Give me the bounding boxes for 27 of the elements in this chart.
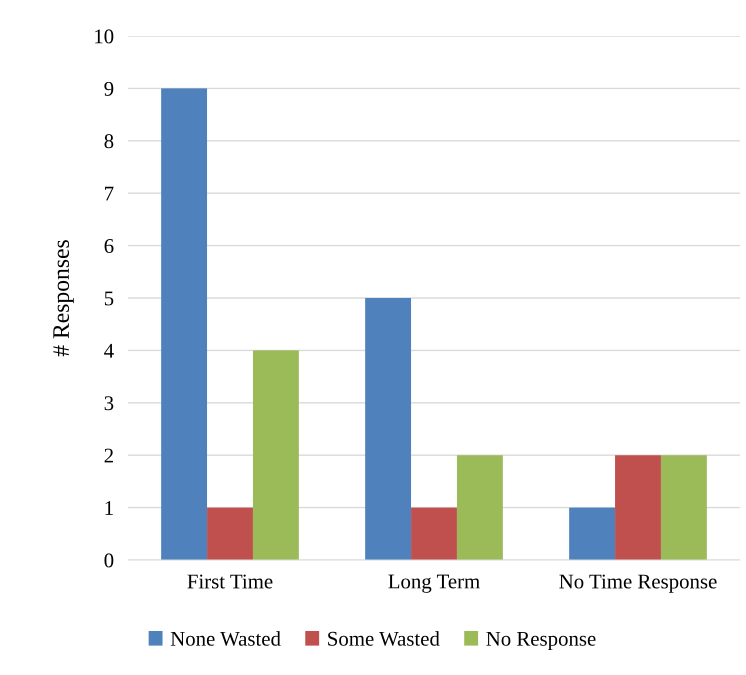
x-tick-label: Long Term bbox=[388, 574, 480, 593]
y-tick-label: 5 bbox=[104, 292, 114, 306]
y-tick-label: 4 bbox=[104, 344, 114, 358]
legend-label: None Wasted bbox=[170, 631, 281, 646]
y-tick-label: 1 bbox=[106, 501, 113, 515]
legend-label: Some Wasted bbox=[328, 631, 440, 646]
bar bbox=[569, 508, 616, 560]
y-tick-label: 10 bbox=[95, 29, 114, 44]
bar bbox=[411, 508, 457, 560]
bar bbox=[456, 455, 503, 560]
bar bbox=[161, 88, 208, 560]
bar bbox=[365, 298, 412, 560]
x-tick-label: First Time bbox=[187, 574, 272, 589]
bar bbox=[660, 455, 707, 560]
bar bbox=[207, 508, 253, 560]
y-tick-label: 0 bbox=[104, 553, 114, 568]
x-tick-label: No Time Response bbox=[559, 574, 717, 593]
y-tick-label: 6 bbox=[104, 239, 114, 254]
legend-label: No Response bbox=[486, 632, 596, 650]
y-tick-label: 8 bbox=[104, 134, 114, 148]
bar bbox=[615, 455, 661, 560]
y-tick-label: 9 bbox=[104, 82, 114, 96]
y-tick-label: 7 bbox=[105, 186, 114, 200]
y-axis-title: # Responses bbox=[53, 240, 74, 356]
y-tick-label: 2 bbox=[104, 448, 113, 462]
bar bbox=[252, 350, 299, 560]
y-tick-label: 3 bbox=[104, 396, 114, 410]
